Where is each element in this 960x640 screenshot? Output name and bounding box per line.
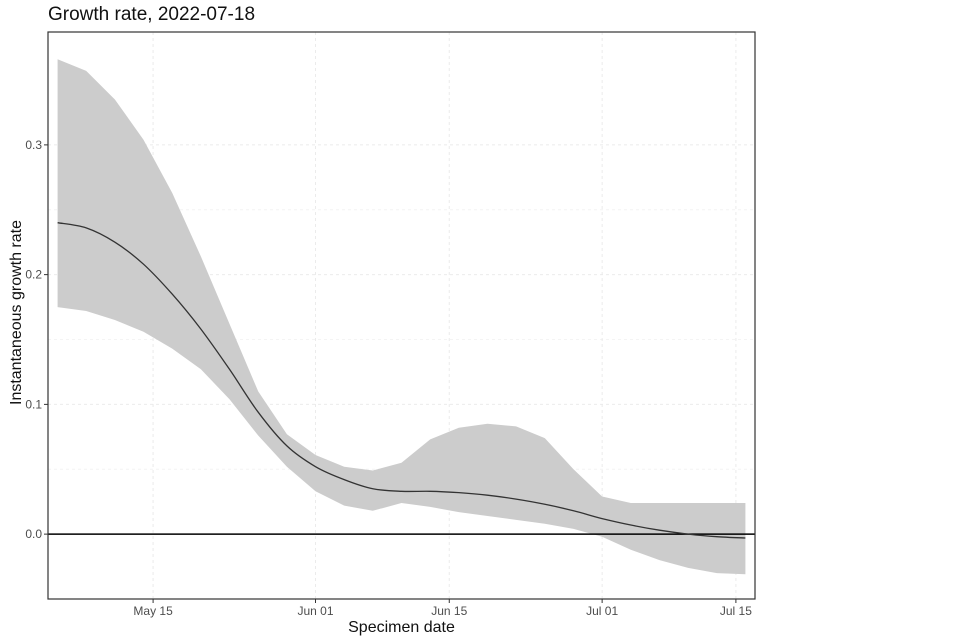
x-tick-label: May 15 [133,604,173,618]
panel-border [47,31,756,600]
y-tick-label: 0.0 [25,527,42,541]
x-tick-label: Jun 15 [431,604,467,618]
x-axis-title: Specimen date [348,619,455,636]
chart-title: Growth rate, 2022-07-18 [48,4,256,25]
x-tick-label: Jul 01 [586,604,618,618]
confidence-band [57,59,746,575]
y-tick-label: 0.3 [25,138,42,152]
y-axis-title: Instantaneous growth rate [8,220,25,405]
x-tick-label: Jun 01 [297,604,333,618]
y-tick-label: 0.2 [25,268,42,282]
y-tick-label: 0.1 [25,397,42,411]
y-axis: 0.0 0.1 0.2 0.3 [25,138,48,541]
growth-rate-line [57,222,746,539]
x-tick-label: Jul 15 [720,604,752,618]
x-axis: May 15 Jun 01 Jun 15 Jul 01 Jul 15 [133,599,752,618]
